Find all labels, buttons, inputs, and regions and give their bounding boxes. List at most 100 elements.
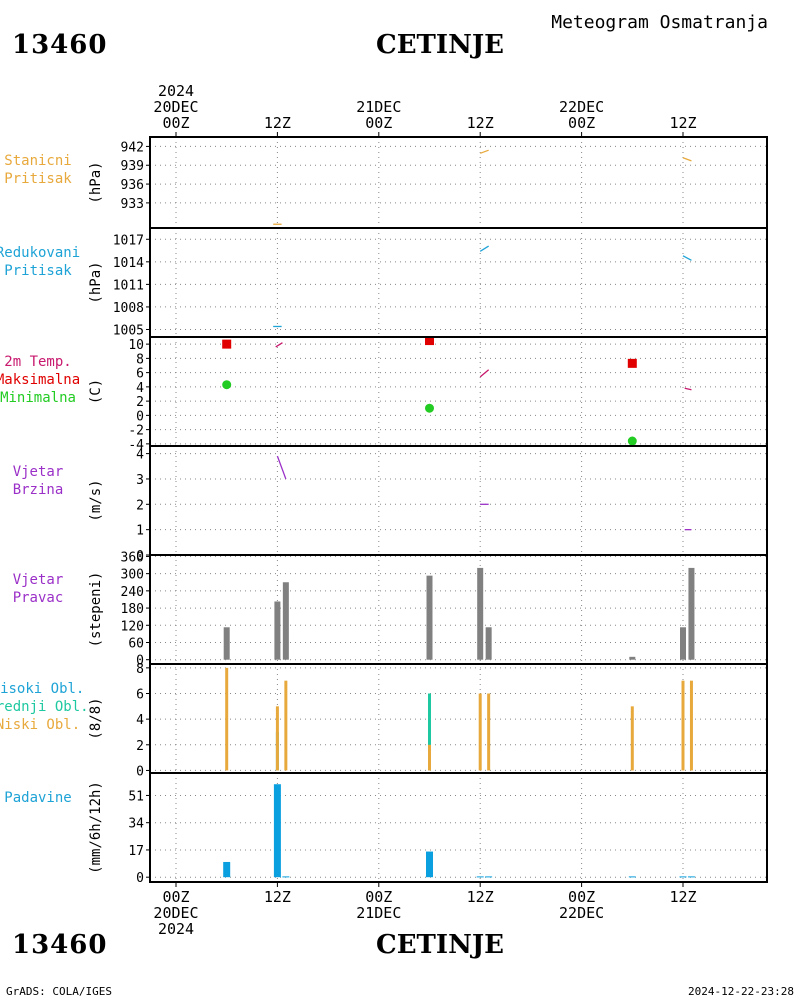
bar — [426, 575, 433, 660]
y-tick-label: -2 — [128, 424, 144, 439]
time-label-bottom: 21DEC — [356, 904, 401, 922]
credit-text: GrADS: COLA/IGES — [6, 985, 112, 998]
time-label-top: 00Z — [162, 114, 189, 132]
bar — [273, 784, 281, 878]
station-id-top: 13460 — [12, 30, 108, 60]
y-axis-label: (hPa) — [88, 161, 104, 203]
y-tick-label: 6 — [136, 687, 144, 702]
series-line — [276, 455, 287, 480]
time-label-top: 2024 — [158, 82, 194, 100]
y-tick-label: 0 — [136, 409, 144, 424]
y-tick-label: 1014 — [113, 256, 144, 271]
y-tick-label: 17 — [128, 844, 144, 859]
bar — [681, 680, 685, 771]
bar — [282, 876, 290, 878]
panel-title: Brzina — [13, 482, 64, 498]
y-tick-label: 300 — [121, 568, 144, 583]
bar — [225, 667, 229, 771]
min-temp-marker — [222, 380, 232, 390]
series-line — [479, 149, 489, 154]
panel-title: Padavine — [4, 790, 71, 806]
time-label-top: 00Z — [568, 114, 595, 132]
y-tick-label: 8 — [136, 662, 144, 677]
bar — [275, 706, 279, 771]
bar — [628, 876, 636, 878]
panel-frame — [149, 445, 768, 556]
bar — [428, 744, 431, 771]
y-tick-label: 0 — [136, 654, 144, 669]
y-tick-label: 936 — [121, 178, 144, 193]
y-tick-label: 1011 — [113, 278, 144, 293]
bar — [223, 861, 231, 878]
time-label-bottom: 22DEC — [559, 904, 604, 922]
product-title: Meteogram Osmatranja — [551, 12, 768, 33]
y-tick-label: 6 — [136, 367, 144, 382]
time-label-top: 12Z — [669, 114, 696, 132]
min-temp-marker — [425, 403, 434, 413]
station-name-top: CETINJE — [376, 30, 504, 60]
y-axis-label: (hPa) — [88, 261, 104, 303]
bar — [428, 693, 431, 771]
time-label-top: 12Z — [467, 114, 494, 132]
time-label-bottom: 12Z — [264, 888, 291, 906]
time-label-top: 21DEC — [356, 98, 401, 116]
bar — [629, 656, 636, 660]
panel-title: Stanicni — [4, 153, 71, 169]
time-label-bottom: 12Z — [467, 888, 494, 906]
y-tick-label: 933 — [121, 197, 144, 212]
bar — [426, 851, 433, 878]
time-label-bottom: 00Z — [162, 888, 189, 906]
panel-frame — [149, 554, 768, 665]
y-tick-label: 360 — [121, 550, 144, 565]
y-axis-label: (m/s) — [88, 479, 104, 521]
y-tick-label: 2 — [136, 498, 144, 513]
y-axis-label: (stepeni) — [88, 572, 104, 648]
station-name-bottom: CETINJE — [376, 930, 504, 960]
bar — [476, 876, 484, 878]
series-line — [479, 369, 490, 378]
time-label-bottom: 12Z — [669, 888, 696, 906]
panel-title: Srednji Obl. — [0, 699, 89, 715]
y-tick-label: 1008 — [113, 301, 144, 316]
bar — [485, 627, 492, 660]
bar — [487, 693, 491, 771]
y-tick-label: 4 — [136, 713, 144, 728]
y-tick-label: 4 — [136, 381, 144, 396]
time-label-bottom: 20DEC — [153, 904, 198, 922]
panel-title: Pritisak — [4, 263, 72, 279]
y-tick-label: 240 — [121, 585, 144, 600]
series-line — [684, 387, 692, 391]
y-axis-label: (8/8) — [88, 697, 104, 739]
y-tick-label: 60 — [128, 636, 144, 651]
panel-title: Vjetar — [13, 572, 64, 588]
time-label-top: 00Z — [365, 114, 392, 132]
max-temp-marker — [425, 336, 434, 346]
y-tick-label: 180 — [121, 602, 144, 617]
y-tick-label: 10 — [128, 338, 144, 353]
panel-frame — [149, 663, 768, 774]
y-tick-label: 2 — [136, 395, 144, 410]
panel-title: 2m Temp. — [4, 354, 71, 370]
time-label-bottom: 2024 — [158, 920, 194, 938]
min-temp-marker — [627, 436, 637, 446]
y-tick-label: -4 — [128, 438, 144, 453]
time-label-bottom: 00Z — [365, 888, 392, 906]
panel-title: Vjetar — [13, 464, 64, 480]
time-label-bottom: 00Z — [568, 888, 595, 906]
y-tick-label: 942 — [121, 140, 144, 155]
max-temp-marker — [627, 358, 637, 368]
panel-frame — [149, 336, 768, 447]
series-line — [682, 255, 692, 261]
y-tick-label: 939 — [121, 159, 144, 174]
panel-frame — [149, 227, 768, 338]
y-tick-label: 120 — [121, 619, 144, 634]
y-tick-label: 3 — [136, 473, 144, 488]
bar — [630, 706, 634, 771]
y-tick-label: 1017 — [113, 233, 144, 248]
panel-title: Maksimalna — [0, 372, 80, 388]
time-label-top: 12Z — [264, 114, 291, 132]
series-line — [682, 157, 692, 162]
bar — [680, 627, 686, 660]
